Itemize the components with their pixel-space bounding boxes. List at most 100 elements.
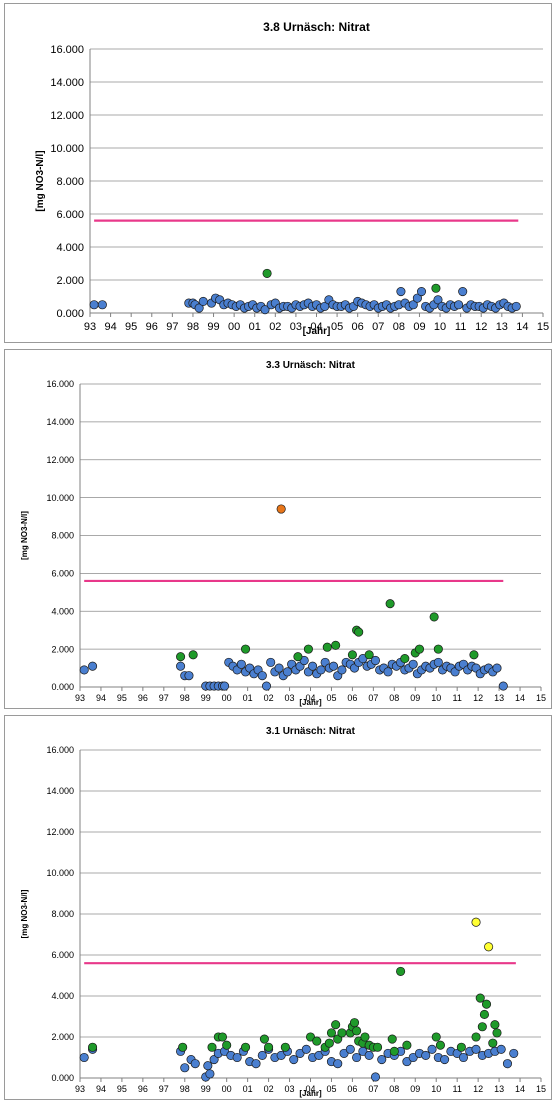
data-point-blue [427, 1044, 437, 1054]
x-tick-label: 98 [180, 693, 190, 703]
x-tick-label: 00 [222, 1084, 232, 1094]
data-point-blue [458, 1052, 469, 1063]
data-point-green [431, 1032, 441, 1042]
x-tick-label: 14 [515, 1084, 525, 1094]
chart-title: 3.3 Urnäsch: Nitrat [266, 360, 356, 371]
data-point-blue [345, 1044, 355, 1054]
data-point-blue [370, 655, 381, 666]
x-tick-label: 03 [285, 693, 295, 703]
data-point-green [431, 283, 441, 293]
data-point-green [312, 1036, 322, 1046]
y-tick-label: 0.000 [51, 1073, 74, 1083]
chart-panel-2: 3.3 Urnäsch: Nitrat 0.000 2.000 4.000 6.000 8… [4, 349, 552, 709]
x-axis-label: [Jahr] [299, 1089, 322, 1098]
y-tick-label: 14.000 [50, 77, 84, 89]
chart-3-8: 3.8 Urnäsch: Nitrat 0.000 2.000 4.000 6.000 8… [35, 20, 549, 337]
x-tick-label: 98 [187, 321, 199, 333]
y-tick-label: 12.000 [46, 455, 74, 465]
data-point-blue [205, 1069, 215, 1079]
data-point-blue [408, 1052, 418, 1063]
data-point-yellow [484, 942, 494, 952]
y-tick-label: 10.000 [50, 143, 84, 155]
y-tick-label: 4.000 [56, 242, 84, 254]
data-point-blue [498, 681, 508, 691]
y-tick-label: 2.000 [51, 644, 74, 654]
data-point-green [492, 1028, 502, 1038]
data-point-green [414, 644, 425, 654]
data-point-green [481, 999, 492, 1009]
x-tick-label: 10 [434, 321, 446, 333]
x-tick-label: 94 [96, 1084, 106, 1094]
data-point-blue [184, 671, 194, 681]
x-tick-label: 97 [159, 1084, 169, 1094]
x-tick-label: 07 [368, 1084, 378, 1094]
data-point-blue [308, 661, 318, 671]
x-tick-label: 02 [269, 321, 281, 333]
data-point-blue [421, 1050, 431, 1060]
y-tick-label: 16.000 [46, 745, 74, 755]
data-point-green [305, 1032, 316, 1042]
x-tick-label: 14 [515, 693, 525, 703]
data-point-blue [261, 681, 272, 691]
data-point-blue [314, 1050, 324, 1060]
x-tick-label: 06 [352, 321, 364, 333]
data-point-blue [433, 657, 443, 667]
data-point-green [259, 1034, 269, 1044]
x-tick-label: 98 [180, 1084, 190, 1094]
data-point-blue [88, 661, 98, 671]
x-tick-label: 04 [305, 693, 315, 703]
x-tick-label: 00 [222, 693, 232, 703]
x-tick-label: 11 [453, 693, 462, 703]
data-point-blue [352, 1052, 362, 1063]
x-tick-label: 11 [453, 1084, 462, 1094]
data-point-green [475, 993, 485, 1003]
chart-title: 3.1 Urnäsch: Nitrat [266, 726, 356, 737]
data-point-green [207, 1042, 217, 1052]
chart-3-1: 3.1 Urnäsch: Nitrat 0.000 2.000 4.000 6.000 8… [20, 726, 546, 1098]
data-point-blue [236, 659, 246, 669]
data-point-blue [339, 1048, 349, 1058]
data-point-blue [79, 665, 89, 675]
data-point-green [433, 644, 443, 654]
data-point-green [326, 1028, 337, 1038]
x-tick-label: 99 [201, 693, 211, 703]
y-tick-label: 2.000 [51, 1032, 74, 1042]
data-point-green [477, 1022, 487, 1032]
data-point-blue [257, 671, 267, 681]
x-tick-label: 09 [410, 693, 420, 703]
data-point-blue [471, 1044, 481, 1054]
x-tick-label: 12 [473, 693, 483, 703]
data-point-green [429, 612, 439, 622]
x-tick-label: 94 [104, 321, 116, 333]
data-point-blue [282, 667, 292, 677]
x-tick-label: 10 [431, 693, 441, 703]
y-tick-label: 6.000 [51, 950, 74, 960]
y-tick-label: 10.000 [46, 493, 74, 503]
data-point-blue [316, 665, 326, 675]
x-tick-label: 95 [117, 1084, 127, 1094]
data-point-green [456, 1042, 466, 1052]
data-point-orange [276, 504, 286, 514]
data-point-green [389, 1046, 399, 1056]
data-point-green [349, 1018, 360, 1028]
y-tick-label: 16.000 [50, 44, 84, 56]
x-tick-label: 15 [536, 693, 546, 703]
data-point-blue [509, 1048, 519, 1058]
data-point-blue [276, 1050, 286, 1060]
data-point-green [479, 1009, 489, 1019]
data-point-blue [203, 1061, 213, 1071]
data-point-blue [295, 1048, 305, 1058]
x-tick-label: 96 [138, 1084, 148, 1094]
data-point-green [293, 652, 303, 662]
x-tick-label: 11 [455, 321, 466, 333]
x-tick-label: 12 [475, 321, 487, 333]
x-tick-label: 97 [166, 321, 178, 333]
data-point-green [88, 1042, 98, 1052]
data-point-blue [337, 665, 347, 675]
x-tick-label: 07 [368, 693, 378, 703]
x-tick-label: 13 [494, 1084, 504, 1094]
data-point-green [222, 1040, 232, 1050]
data-point-green [331, 640, 341, 650]
data-point-blue [402, 1057, 412, 1067]
x-tick-label: 93 [75, 1084, 85, 1094]
